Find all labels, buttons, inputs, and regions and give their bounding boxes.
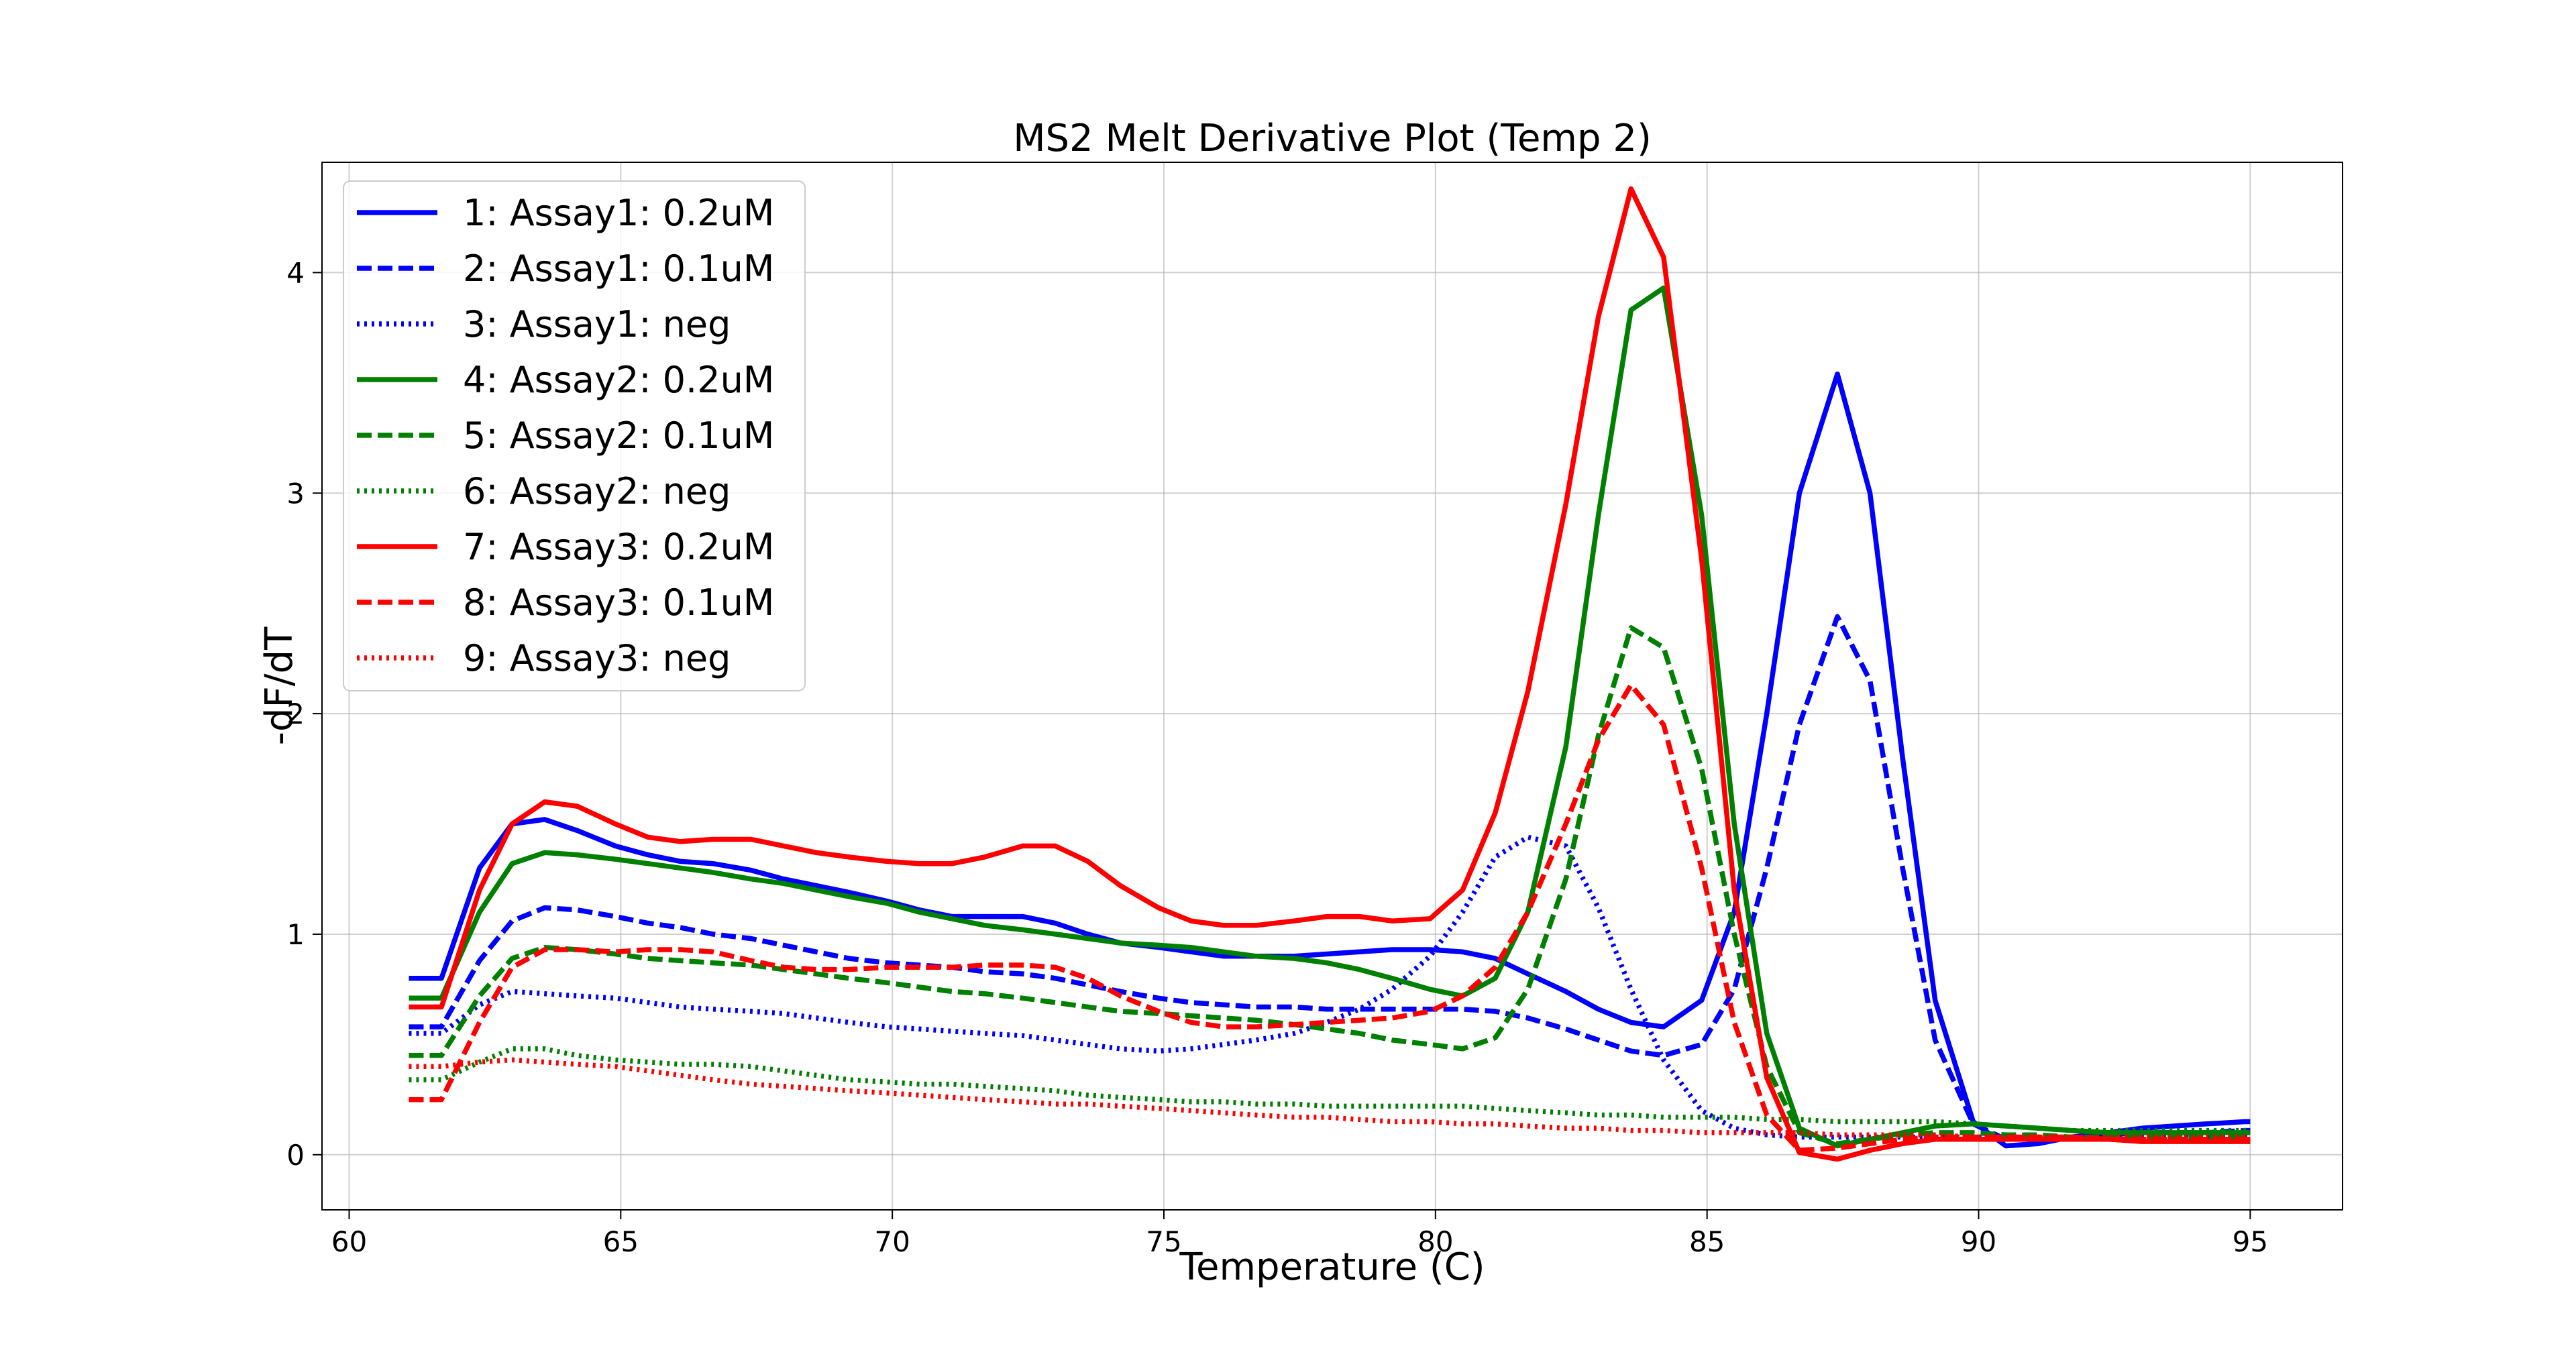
y-tick-label: 4 bbox=[286, 256, 305, 289]
series-line-4 bbox=[409, 285, 2251, 1149]
legend-label-7: 7: Assay3: 0.2uM bbox=[463, 526, 774, 568]
series-line-3 bbox=[409, 834, 2251, 1140]
legend-label-6: 6: Assay2: neg bbox=[463, 470, 731, 512]
y-axis-ticks: 0 1 2 3 4 bbox=[286, 256, 322, 1172]
x-tick-label: 95 bbox=[2233, 1225, 2268, 1258]
y-tick-label: 3 bbox=[286, 477, 305, 510]
grid bbox=[322, 162, 2343, 1210]
legend-label-4: 4: Assay2: 0.2uM bbox=[463, 359, 774, 401]
series-line-6 bbox=[409, 1046, 2251, 1133]
x-tick-label: 90 bbox=[1961, 1225, 1996, 1258]
legend-label-5: 5: Assay2: 0.1uM bbox=[463, 414, 774, 457]
x-tick-label: 65 bbox=[603, 1225, 639, 1258]
x-axis-label: Temperature (C) bbox=[1179, 1245, 1485, 1289]
y-axis-label: -dF/dT bbox=[258, 626, 301, 745]
y-tick-label: 0 bbox=[286, 1139, 305, 1172]
legend-label-1: 1: Assay1: 0.2uM bbox=[463, 192, 774, 234]
x-axis-ticks: 60 65 70 75 80 85 90 95 bbox=[331, 1210, 2268, 1258]
x-tick-label: 80 bbox=[1417, 1225, 1453, 1258]
y-tick-label: 1 bbox=[286, 918, 305, 951]
chart-title: MS2 Melt Derivative Plot (Temp 2) bbox=[1013, 117, 1652, 160]
plot-frame bbox=[321, 162, 2343, 1211]
series-line-1 bbox=[409, 371, 2251, 1149]
x-tick-label: 75 bbox=[1146, 1225, 1181, 1258]
legend: 1: Assay1: 0.2uM 2: Assay1: 0.1uM 3: Assay… bbox=[343, 180, 806, 691]
series-layer bbox=[409, 186, 2251, 1162]
x-tick-label: 70 bbox=[874, 1225, 910, 1258]
series-line-8 bbox=[409, 682, 2251, 1153]
x-tick-label: 60 bbox=[331, 1225, 367, 1258]
y-tick-label: 2 bbox=[286, 697, 305, 730]
legend-box bbox=[343, 180, 806, 691]
legend-label-8: 8: Assay3: 0.1uM bbox=[463, 581, 774, 624]
legend-label-9: 9: Assay3: neg bbox=[463, 637, 731, 679]
series-line-5 bbox=[409, 625, 2251, 1147]
series-line-2 bbox=[409, 614, 2251, 1142]
x-tick-label: 85 bbox=[1689, 1225, 1725, 1258]
legend-label-2: 2: Assay1: 0.1uM bbox=[463, 247, 774, 290]
legend-label-3: 3: Assay1: neg bbox=[463, 303, 731, 345]
series-line-9 bbox=[409, 1057, 2251, 1140]
